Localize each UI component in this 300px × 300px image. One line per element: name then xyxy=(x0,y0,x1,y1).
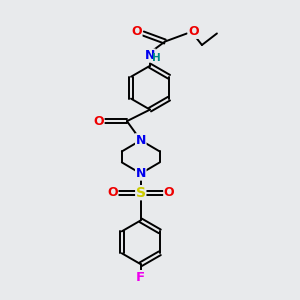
Text: O: O xyxy=(93,115,104,128)
Text: O: O xyxy=(188,25,199,38)
Text: O: O xyxy=(107,186,118,199)
Text: H: H xyxy=(152,53,161,63)
Text: O: O xyxy=(164,186,175,199)
Text: F: F xyxy=(136,271,145,284)
Text: N: N xyxy=(136,167,146,180)
Text: N: N xyxy=(136,134,146,147)
Text: O: O xyxy=(131,25,142,38)
Text: N: N xyxy=(145,49,155,62)
Text: S: S xyxy=(136,186,146,200)
